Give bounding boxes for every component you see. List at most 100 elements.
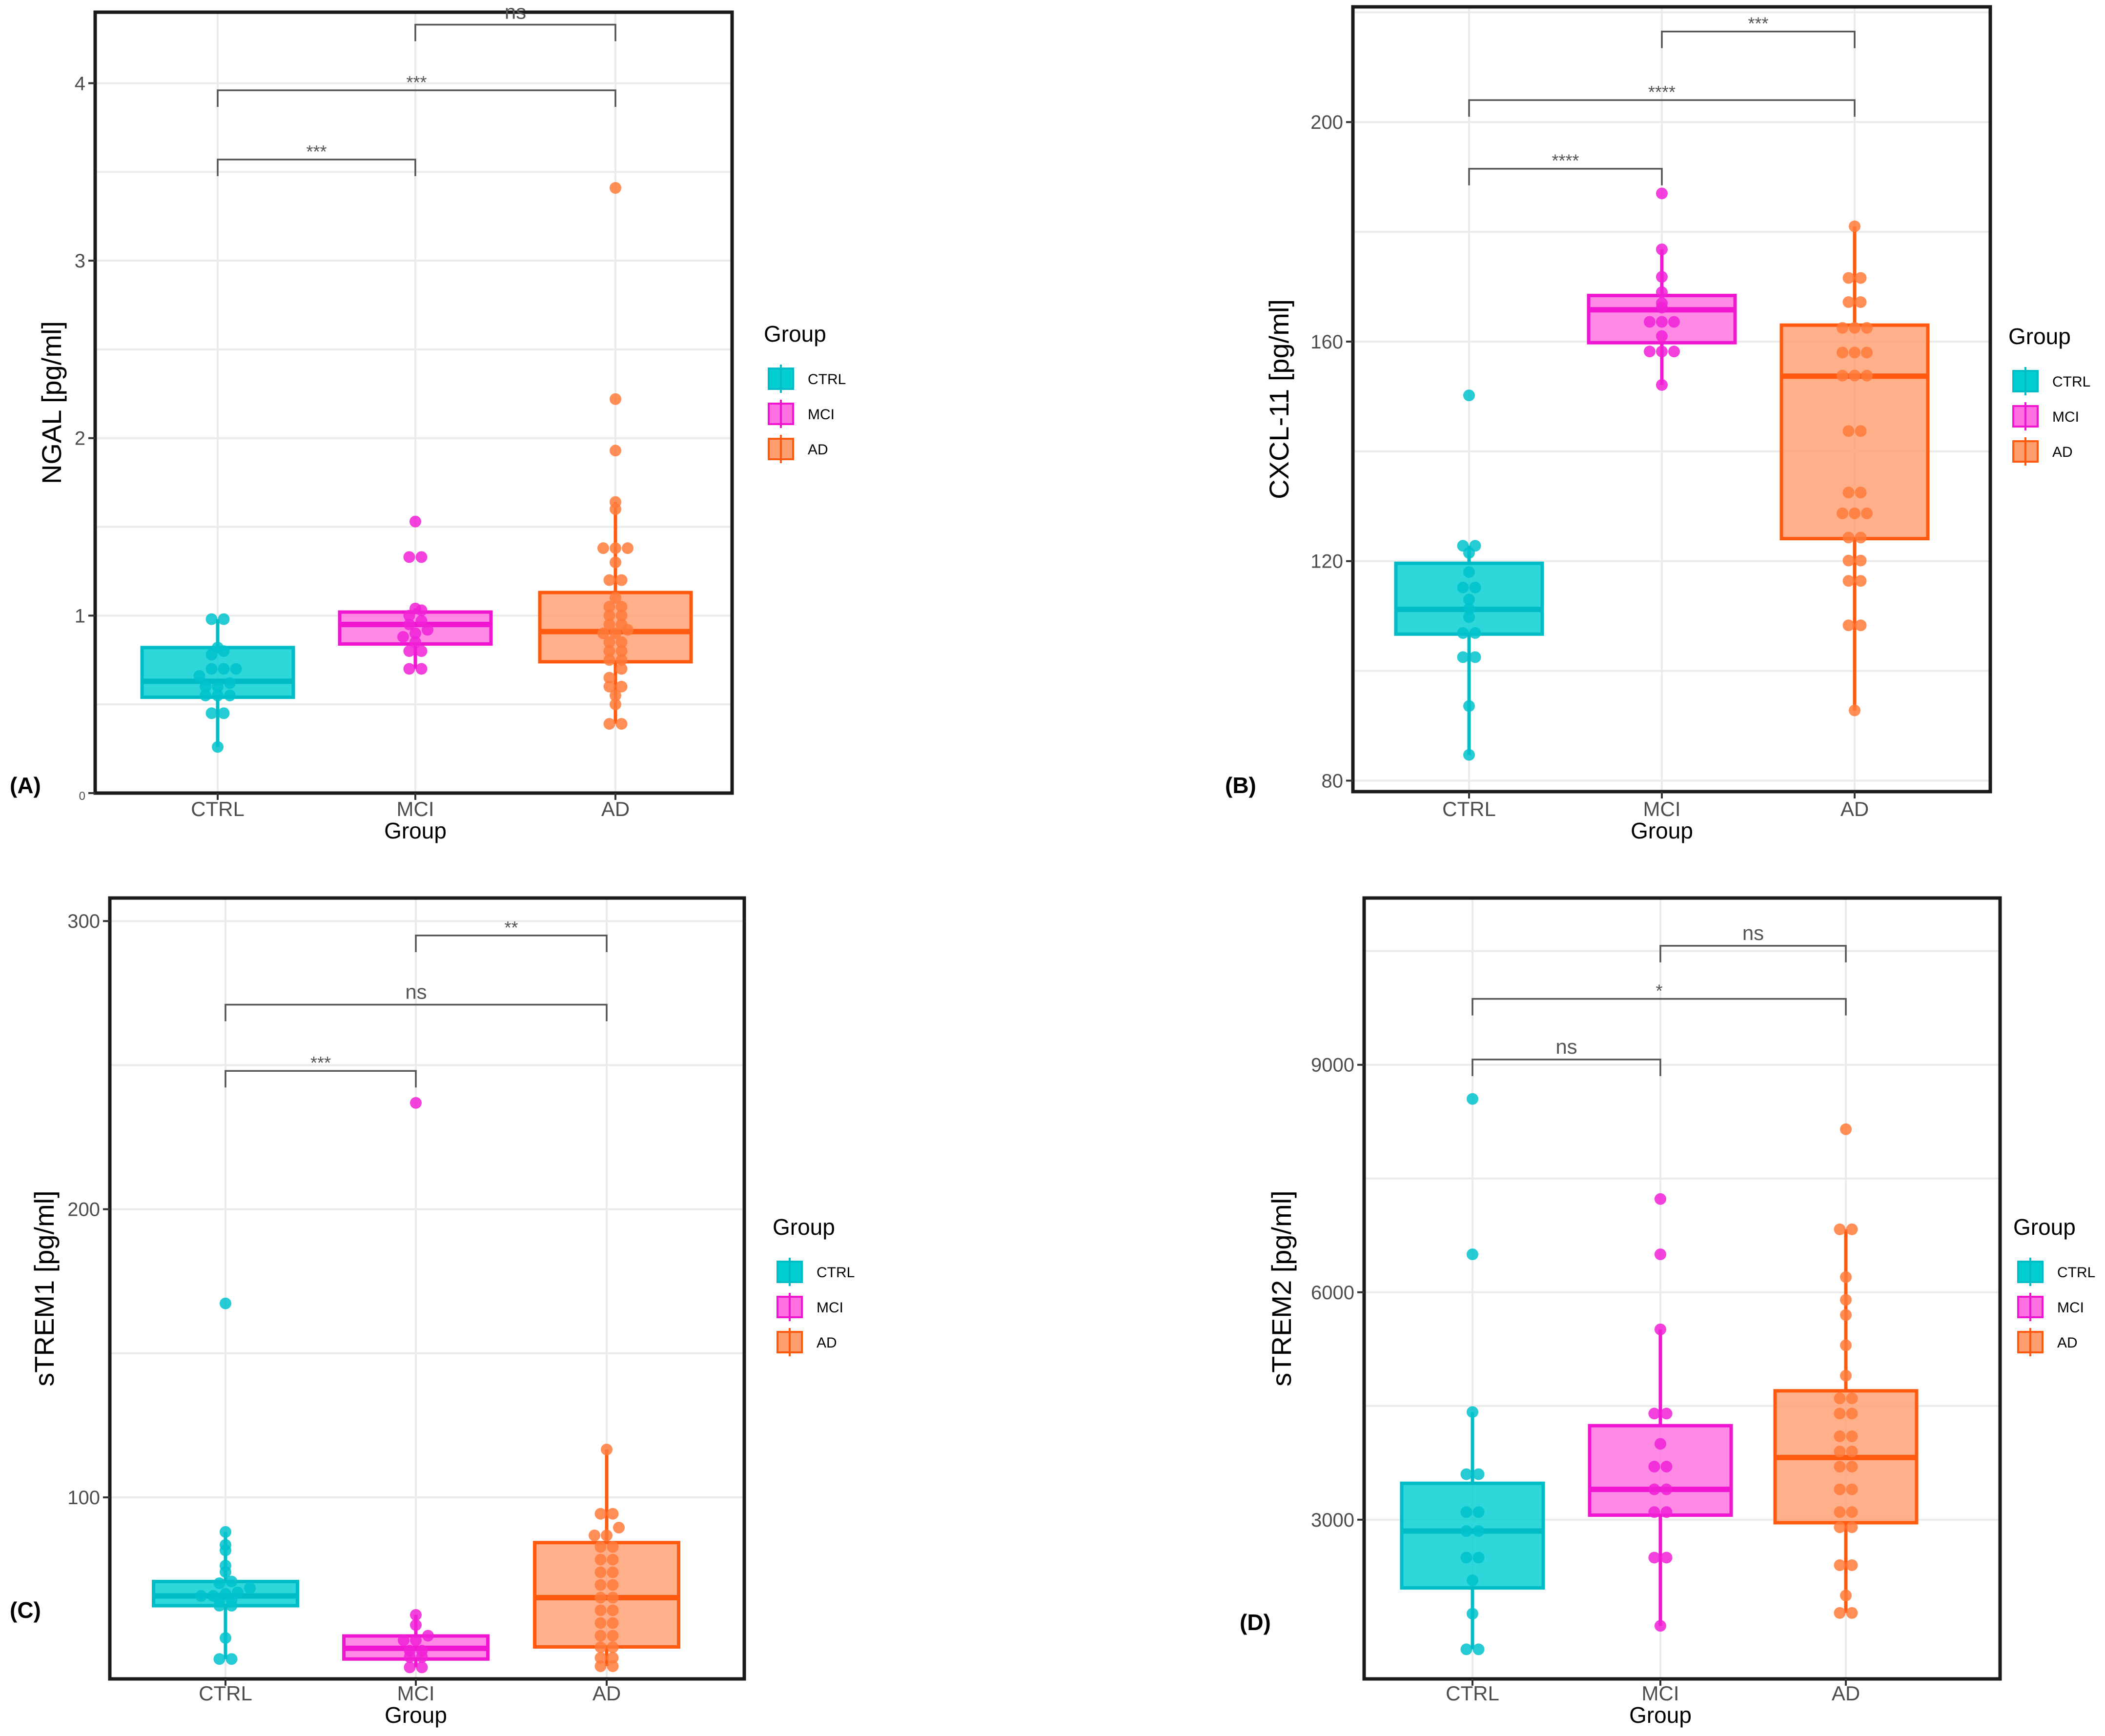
data-point-AD — [1846, 1392, 1858, 1405]
data-point-CTRL — [1472, 1468, 1485, 1480]
data-point-MCI — [1656, 379, 1668, 391]
x-tick-label: AD — [593, 1682, 621, 1705]
data-point-AD — [594, 1508, 607, 1520]
data-point-AD — [607, 1652, 619, 1664]
data-point-CTRL — [212, 680, 224, 693]
data-point-MCI — [1655, 1248, 1666, 1261]
y-axis-title: sTREM1 [pg/ml] — [29, 1190, 60, 1386]
data-point-AD — [1837, 322, 1848, 334]
data-point-AD — [601, 1529, 613, 1541]
legend: Group CTRL MCI AD — [764, 321, 846, 463]
data-point-MCI — [1656, 187, 1668, 200]
data-point-AD — [607, 1617, 619, 1629]
significance-label: *** — [406, 72, 427, 92]
data-point-AD — [1849, 347, 1860, 359]
box-AD — [538, 591, 693, 664]
data-point-MCI — [404, 1661, 416, 1674]
significance-bracket — [217, 159, 416, 176]
data-point-AD — [615, 718, 628, 730]
data-point-AD — [610, 627, 621, 639]
data-point-AD — [615, 610, 628, 622]
data-point-AD — [607, 1566, 619, 1578]
data-point-CTRL — [200, 680, 211, 693]
data-point-AD — [1846, 1483, 1858, 1495]
data-point-AD — [607, 1541, 619, 1553]
y-tick-label: 120 — [1310, 551, 1343, 572]
data-point-CTRL — [205, 613, 218, 625]
data-point-AD — [589, 1529, 600, 1541]
data-point-CTRL — [1472, 1525, 1485, 1537]
data-point-MCI — [410, 1634, 422, 1646]
y-tick-label: 160 — [1310, 331, 1343, 353]
data-point-CTRL — [220, 1526, 231, 1538]
data-point-AD — [603, 718, 615, 730]
data-point-AD — [1842, 531, 1855, 544]
x-tick-label: CTRL — [1446, 1682, 1499, 1705]
data-point-AD — [1855, 296, 1867, 308]
data-point-MCI — [1660, 1552, 1673, 1564]
data-point-AD — [615, 663, 628, 675]
data-point-CTRL — [1460, 1506, 1472, 1518]
data-point-AD — [597, 542, 609, 554]
data-point-AD — [1834, 1483, 1846, 1495]
panel-label: (B) — [1225, 773, 1256, 798]
data-point-CTRL — [1472, 1506, 1485, 1518]
significance-label: *** — [310, 1053, 331, 1073]
y-tick-label: 3000 — [1311, 1510, 1354, 1531]
data-point-AD — [1842, 619, 1855, 632]
data-point-CTRL — [212, 690, 224, 701]
data-point-CTRL — [218, 707, 230, 719]
data-point-MCI — [415, 645, 428, 657]
y-tick-label: 1 — [75, 605, 85, 627]
data-point-AD — [1861, 322, 1873, 334]
data-point-MCI — [397, 631, 409, 643]
panel-frame — [1362, 896, 2002, 1681]
data-point-MCI — [1644, 316, 1655, 328]
data-point-CTRL — [213, 1653, 225, 1665]
panel-frame — [108, 896, 746, 1681]
significance-bracket — [1471, 998, 1847, 1016]
data-point-CTRL — [244, 1582, 256, 1594]
data-point-AD — [1855, 425, 1867, 437]
data-point-AD — [1834, 1408, 1846, 1420]
significance-bracket — [1468, 99, 1856, 117]
panel-0: 0 1 2 3 4 CTRL MCI AD Group NGAL [pg/ml] *** *** ns (… — [10, 0, 846, 843]
data-point-CTRL — [1463, 566, 1475, 578]
significance-bracket — [225, 1070, 417, 1088]
data-point-MCI — [1648, 1461, 1660, 1473]
data-point-AD — [1842, 296, 1855, 308]
y-tick-label: 300 — [67, 911, 100, 932]
data-point-CTRL — [205, 663, 218, 675]
legend-title: Group — [773, 1214, 835, 1240]
data-point-AD — [1834, 1223, 1846, 1235]
data-point-AD — [1834, 1506, 1846, 1518]
data-point-AD — [1846, 1607, 1858, 1619]
data-point-AD — [607, 1508, 619, 1520]
data-point-MCI — [415, 604, 428, 616]
data-point-CTRL — [220, 1566, 231, 1578]
data-point-AD — [603, 574, 615, 586]
data-point-CTRL — [193, 670, 205, 682]
data-point-AD — [1842, 425, 1855, 437]
data-point-AD — [594, 1617, 607, 1629]
legend-label-AD: AD — [808, 442, 828, 458]
data-point-CTRL — [1467, 1574, 1478, 1587]
data-point-MCI — [416, 1651, 428, 1663]
data-point-AD — [607, 1630, 619, 1642]
legend: Group CTRL MCI AD — [2013, 1214, 2095, 1356]
data-point-MCI — [404, 1651, 416, 1663]
data-point-CTRL — [1472, 1643, 1485, 1655]
y-tick-label: 0 — [79, 790, 85, 803]
data-point-MCI — [1656, 302, 1668, 314]
legend: Group CTRL MCI AD — [2008, 324, 2090, 466]
data-point-CTRL — [224, 690, 236, 701]
data-point-MCI — [1660, 1461, 1673, 1473]
data-point-AD — [1840, 1339, 1852, 1351]
legend-label-AD: AD — [2052, 444, 2073, 460]
data-point-MCI — [1668, 346, 1680, 358]
data-point-CTRL — [1457, 627, 1469, 639]
data-point-AD — [1834, 1392, 1846, 1405]
y-tick-label: 6000 — [1311, 1282, 1354, 1304]
legend-label-AD: AD — [817, 1335, 837, 1351]
